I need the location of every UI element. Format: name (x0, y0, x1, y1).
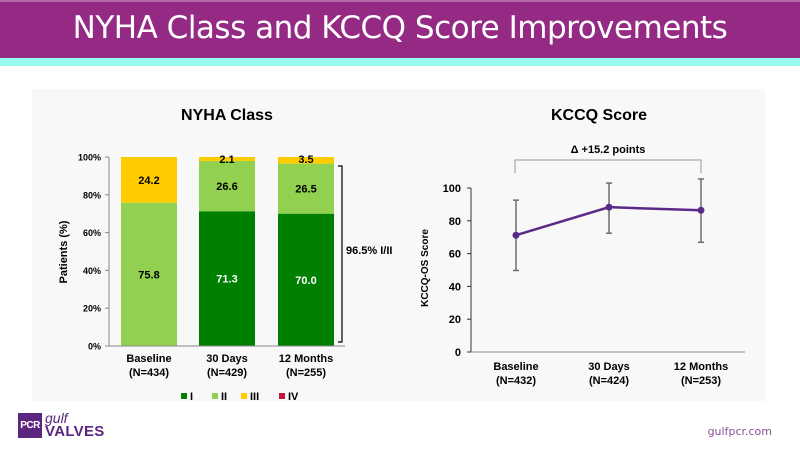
nyha-legend: I II III IV (181, 391, 299, 403)
nyha-ytick-label: 100% (78, 153, 101, 163)
nyha-annotation: 96.5% I/II (346, 245, 392, 257)
kccq-xtick-label: Baseline (493, 361, 538, 373)
nyha-xtick-label: Baseline (126, 353, 171, 365)
kccq-delta-bracket (514, 159, 702, 173)
nyha-title: NYHA Class (181, 107, 273, 124)
nyha-chart: NYHA Class Patients (%) 0% 20% 40% 60% 80% 10… (58, 107, 392, 403)
nyha-ytick-label: 0% (88, 342, 101, 352)
nyha-ytick-label: 80% (83, 190, 101, 200)
nyha-bar-II-2 (278, 163, 334, 214)
nyha-xtick-n: (N=429) (207, 367, 247, 379)
nyha-bar-I-2 (278, 213, 334, 346)
nyha-bar-III-2 (278, 157, 334, 164)
nyha-xtick-label: 12 Months (279, 353, 333, 365)
nyha-bar-label: 26.5 (295, 184, 316, 196)
nyha-ytick-label: 20% (83, 304, 101, 314)
header-banner: NYHA Class and KCCQ Score Improvements (0, 0, 800, 58)
kccq-chart: KCCQ Score KCCQ-OS Score Δ +15.2 points … (420, 107, 745, 387)
nyha-bar-label: 70.0 (295, 275, 316, 287)
kccq-point (605, 203, 613, 211)
kccq-ytick-label: 60 (449, 249, 461, 261)
kccq-xtick-n: (N=253) (681, 375, 721, 387)
kccq-ytick-label: 100 (443, 183, 461, 195)
nyha-xtick-n: (N=255) (286, 367, 326, 379)
kccq-xtick-label: 30 Days (588, 361, 630, 373)
kccq-ylabel: KCCQ-OS Score (420, 229, 431, 307)
kccq-ytick-label: 20 (449, 314, 461, 326)
legend-swatch-I (181, 393, 187, 399)
pcr-logo-box: PCR (18, 413, 42, 438)
kccq-xtick-n: (N=424) (589, 375, 629, 387)
kccq-xtick-n: (N=432) (496, 375, 536, 387)
legend-swatch-IV (279, 393, 285, 399)
nyha-ytick-label: 60% (83, 228, 101, 238)
kccq-ytick-label: 40 (449, 281, 461, 293)
nyha-bar-III-0 (121, 157, 177, 203)
kccq-point (697, 206, 705, 214)
nyha-xtick-label: 30 Days (206, 353, 248, 365)
kccq-ytick-label: 80 (449, 216, 461, 228)
nyha-bar-II-0 (121, 202, 177, 346)
nyha-bar-label: 3.5 (298, 154, 313, 166)
legend-label-II: II (221, 391, 227, 403)
accent-bar (0, 58, 800, 66)
legend-swatch-II (212, 393, 218, 399)
nyha-bar-label: 2.1 (219, 154, 234, 166)
kccq-point (512, 231, 520, 239)
logo-gulf-text: gulf (45, 410, 68, 426)
nyha-bar-label: 26.6 (216, 181, 237, 193)
nyha-bar-III-1 (199, 157, 255, 161)
nyha-bar-II-1 (199, 160, 255, 212)
nyha-bar-label: 75.8 (138, 269, 159, 281)
nyha-xtick-n: (N=434) (129, 367, 169, 379)
kccq-xtick-label: 12 Months (674, 361, 728, 373)
legend-label-III: III (250, 391, 259, 403)
nyha-bar-label: 71.3 (216, 274, 237, 286)
website-link[interactable]: gulfpcr.com (707, 425, 772, 438)
nyha-ytick-label: 40% (83, 266, 101, 276)
kccq-ytick-label: 0 (455, 347, 461, 359)
nyha-ylabel: Patients (%) (58, 220, 70, 283)
kccq-title: KCCQ Score (551, 107, 647, 124)
nyha-bar-I-1 (199, 211, 255, 346)
nyha-bar-label: 24.2 (138, 175, 159, 187)
page-title: NYHA Class and KCCQ Score Improvements (72, 10, 728, 46)
kccq-delta-annotation: Δ +15.2 points (571, 144, 646, 156)
logo-valves-text: VALVES (45, 423, 105, 440)
nyha-bracket (338, 165, 343, 343)
legend-swatch-III (241, 393, 247, 399)
legend-label-I: I (190, 391, 193, 403)
legend-label-IV: IV (288, 391, 299, 403)
